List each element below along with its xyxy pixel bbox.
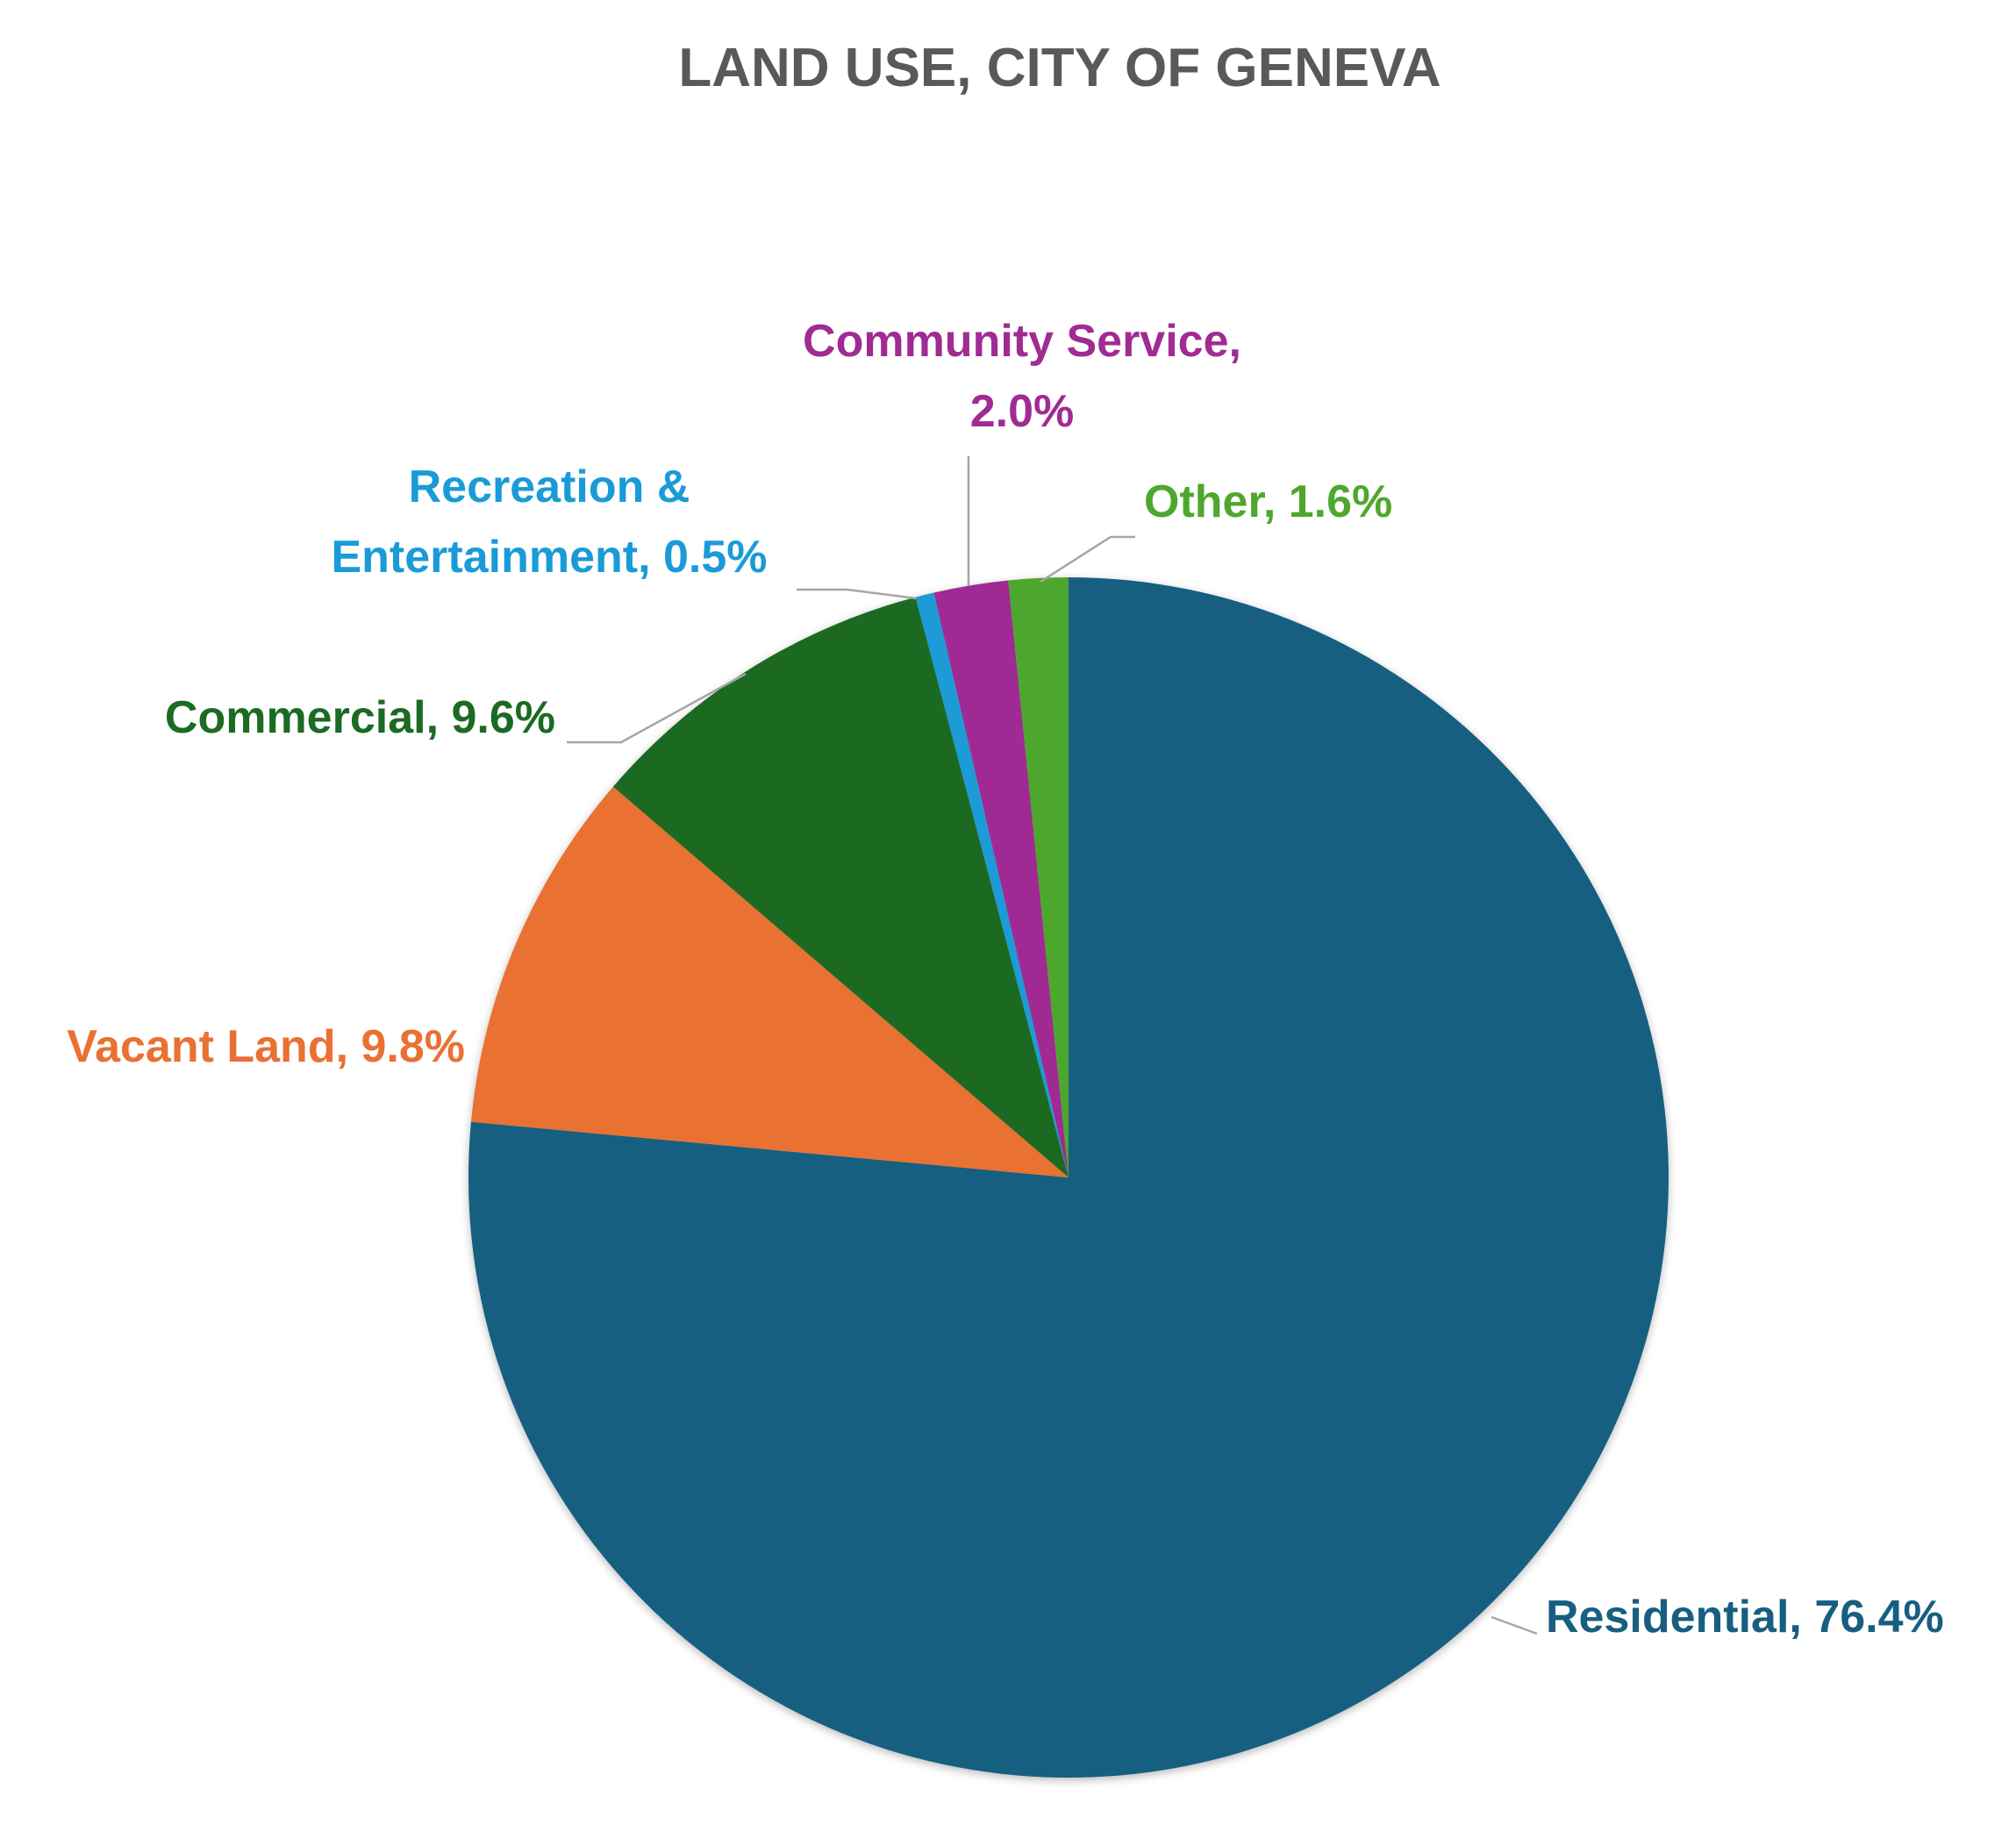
leader-line-residential [1491, 1615, 1538, 1635]
pie-slice-recreation-and-entertainment [915, 592, 1069, 1177]
pie-slice-commercial [612, 597, 1069, 1177]
data-labels: Residential, 76.4% Vacant Land, 9.8% Comme… [67, 316, 1944, 1642]
data-label-other: Other, 1.6% [1144, 476, 1392, 527]
data-label-residential: Residential, 76.4% [1546, 1592, 1944, 1642]
pie-slice-community-service [933, 580, 1069, 1177]
leader-lines [567, 456, 1538, 1635]
pie-slice-other [1008, 577, 1069, 1177]
data-label-recreation-and-entertainment: Recreation & [409, 462, 690, 512]
data-label-community-service: Community Service, [803, 316, 1241, 367]
pie-slices [468, 577, 1669, 1778]
pie-slice-vacant-land [470, 786, 1069, 1177]
leader-line-recreation-and-entertainment [797, 588, 917, 600]
data-label-vacant-land: Vacant Land, 9.8% [67, 1021, 465, 1072]
data-label-recreation-and-entertainment-line2: Entertainment, 0.5% [331, 532, 767, 583]
pie-slice-residential [468, 577, 1669, 1778]
leader-line-commercial [567, 672, 747, 744]
data-label-commercial: Commercial, 9.6% [165, 692, 555, 743]
chart-title: LAND USE, CITY OF GENEVA [678, 38, 1441, 98]
leader-line-other [1040, 535, 1135, 583]
data-label-community-service-line2: 2.0% [970, 386, 1075, 437]
